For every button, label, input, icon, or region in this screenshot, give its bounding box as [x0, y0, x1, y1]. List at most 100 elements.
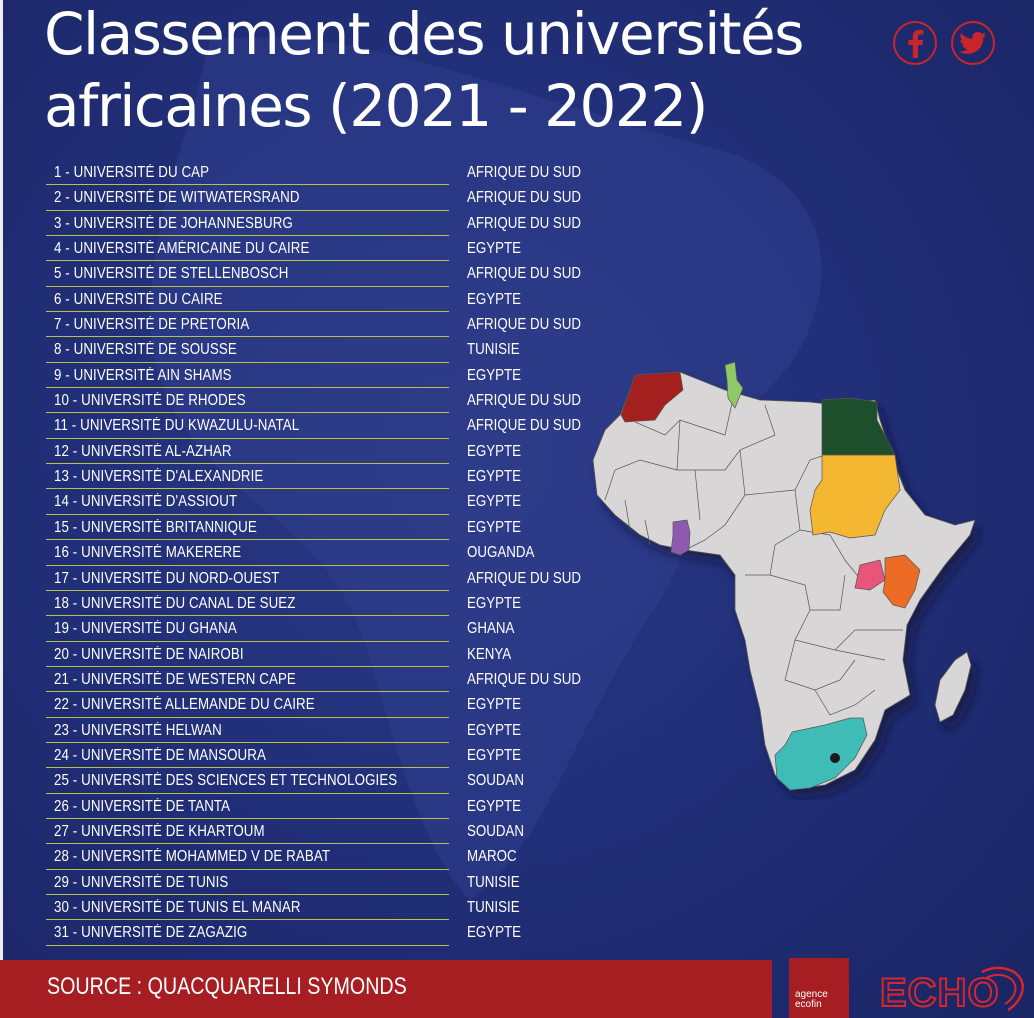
university-name: 23 - UNIVERSITÉ HELWAN: [54, 721, 222, 739]
facebook-button[interactable]: [893, 21, 937, 65]
morocco-region: [620, 371, 684, 423]
university-country: AFRIQUE DU SUD: [467, 569, 582, 587]
row-divider: [46, 741, 449, 743]
ranking-row: 29 - UNIVERSITÉ DE TUNIS TUNISIE: [46, 870, 606, 895]
ranking-row: 30 - UNIVERSITÉ DE TUNIS EL MANAR TUNISIE: [46, 895, 606, 921]
row-divider: [46, 665, 449, 667]
row-divider: [46, 260, 449, 262]
university-country: TUNISIE: [467, 341, 520, 359]
university-name: 7 - UNIVERSITÉ DE PRETORIA: [54, 316, 250, 334]
ranking-row: 12 - UNIVERSITÉ AL-AZHAR EGYPTE: [46, 439, 606, 465]
ranking-row: 15 - UNIVERSITÉ BRITANNIQUE EGYPTE: [46, 515, 606, 541]
row-divider: [46, 893, 449, 895]
row-divider: [46, 564, 449, 566]
university-country: AFRIQUE DU SUD: [467, 189, 582, 207]
row-divider: [46, 336, 449, 338]
ranking-row: 23 - UNIVERSITÉ HELWAN EGYPTE: [46, 718, 606, 743]
university-country: AFRIQUE DU SUD: [467, 164, 582, 181]
row-divider: [46, 843, 449, 845]
ranking-row: 16 - UNIVERSITÉ MAKERERE OUGANDA: [46, 540, 606, 566]
facebook-icon: [908, 29, 924, 58]
page-title: Classement des universités africaines (2…: [44, 0, 805, 140]
agence-ecofin-logo-line1: agence: [795, 989, 828, 1000]
echo-logo-text: ECHO: [880, 971, 1000, 1015]
university-name: 31 - UNIVERSITÉ DE ZAGAZIG: [54, 924, 248, 942]
ranking-row: 3 - UNIVERSITÉ DE JOHANNESBURG AFRIQUE DU…: [46, 211, 606, 237]
university-country: SOUDAN: [467, 822, 525, 840]
row-divider: [46, 716, 449, 718]
echo-logo: ECHO: [879, 966, 1024, 1016]
university-country: AFRIQUE DU SUD: [467, 417, 582, 435]
university-country: EGYPTE: [467, 442, 522, 460]
row-divider: [46, 792, 449, 794]
university-name: 19 - UNIVERSITÉ DU GHANA: [54, 620, 237, 638]
university-name: 2 - UNIVERSITÉ DE WITWATERSRAND: [54, 189, 300, 207]
row-divider: [46, 285, 449, 287]
twitter-button[interactable]: [951, 21, 995, 65]
university-name: 18 - UNIVERSITÉ DU CANAL DE SUEZ: [54, 594, 296, 612]
row-divider: [46, 209, 449, 211]
row-divider: [46, 691, 449, 693]
row-divider: [46, 311, 449, 313]
row-divider: [46, 767, 449, 769]
ranking-row: 14 - UNIVERSITÉ D'ASSIOUT EGYPTE: [46, 489, 606, 515]
university-name: 8 - UNIVERSITÉ DE SOUSSE: [54, 341, 237, 359]
university-country: EGYPTE: [467, 468, 522, 486]
university-country: EGYPTE: [467, 366, 522, 384]
agence-ecofin-logo-line2: ecofin: [795, 999, 822, 1010]
university-country: EGYPTE: [467, 240, 522, 258]
ranking-row: 21 - UNIVERSITÉ DE WESTERN CAPE AFRIQUE D…: [46, 667, 606, 693]
university-ranking-list: 1 - UNIVERSITÉ DU CAP AFRIQUE DU SUD 2 - U…: [46, 160, 606, 946]
ranking-row: 5 - UNIVERSITÉ DE STELLENBOSCH AFRIQUE DU…: [46, 261, 606, 287]
ranking-row: 17 - UNIVERSITÉ DU NORD-OUEST AFRIQUE DU …: [46, 566, 606, 591]
africa-continent: [592, 371, 976, 791]
ranking-row: 7 - UNIVERSITÉ DE PRETORIA AFRIQUE DU SUD: [46, 312, 606, 338]
row-divider: [46, 539, 449, 541]
ranking-row: 19 - UNIVERSITÉ DU GHANA GHANA: [46, 616, 606, 642]
row-divider: [46, 463, 449, 465]
ranking-row: 28 - UNIVERSITÉ MOHAMMED V DE RABAT MAROC: [46, 844, 606, 870]
row-divider: [46, 361, 449, 363]
row-divider: [46, 387, 449, 389]
university-name: 3 - UNIVERSITÉ DE JOHANNESBURG: [54, 214, 293, 232]
row-divider: [46, 412, 449, 414]
ranking-row: 6 - UNIVERSITÉ DU CAIRE EGYPTE: [46, 287, 606, 313]
ranking-row: 20 - UNIVERSITÉ DE NAIROBI KENYA: [46, 642, 606, 667]
ranking-row: 11 - UNIVERSITÉ DU KWAZULU-NATAL AFRIQUE …: [46, 413, 606, 439]
ranking-row: 18 - UNIVERSITÉ DU CANAL DE SUEZ EGYPTE: [46, 591, 606, 617]
university-country: MAROC: [467, 848, 517, 866]
university-name: 15 - UNIVERSITÉ BRITANNIQUE: [54, 518, 257, 536]
university-country: EGYPTE: [467, 721, 522, 739]
ranking-row: 4 - UNIVERSITÉ AMÉRICAINE DU CAIRE EGYPTE: [46, 236, 606, 262]
south-africa-region: [774, 717, 868, 791]
ghana-region: [670, 519, 691, 556]
row-divider: [46, 235, 449, 237]
lesotho-marker: [830, 753, 840, 763]
university-country: AFRIQUE DU SUD: [467, 392, 582, 410]
university-name: 24 - UNIVERSITÉ DE MANSOURA: [54, 746, 266, 764]
university-name: 10 - UNIVERSITÉ DE RHODES: [54, 392, 246, 410]
kenya-region: [882, 554, 921, 609]
source-label: SOURCE : QUACQUARELLI SYMONDS: [47, 973, 407, 1000]
row-divider: [46, 488, 449, 490]
university-name: 30 - UNIVERSITÉ DE TUNIS EL MANAR: [54, 898, 301, 916]
university-name: 1 - UNIVERSITÉ DU CAP: [54, 164, 210, 181]
tunisia-region: [724, 361, 744, 409]
ranking-row: 27 - UNIVERSITÉ DE KHARTOUM SOUDAN: [46, 819, 606, 845]
university-name: 26 - UNIVERSITÉ DE TANTA: [54, 797, 231, 815]
university-country: GHANA: [467, 620, 515, 638]
sudan-region: [809, 454, 901, 539]
university-name: 20 - UNIVERSITÉ DE NAIROBI: [54, 645, 244, 663]
university-country: AFRIQUE DU SUD: [467, 670, 582, 688]
university-name: 22 - UNIVERSITÉ ALLEMANDE DU CAIRE: [54, 696, 315, 714]
university-country: EGYPTE: [467, 746, 522, 764]
footer-bar: [0, 960, 772, 1018]
university-country: TUNISIE: [467, 898, 520, 916]
row-divider: [46, 184, 449, 186]
row-divider: [46, 513, 449, 515]
university-name: 28 - UNIVERSITÉ MOHAMMED V DE RABAT: [54, 848, 331, 866]
university-name: 6 - UNIVERSITÉ DU CAIRE: [54, 290, 223, 308]
university-country: EGYPTE: [467, 518, 522, 536]
row-divider: [46, 640, 449, 642]
